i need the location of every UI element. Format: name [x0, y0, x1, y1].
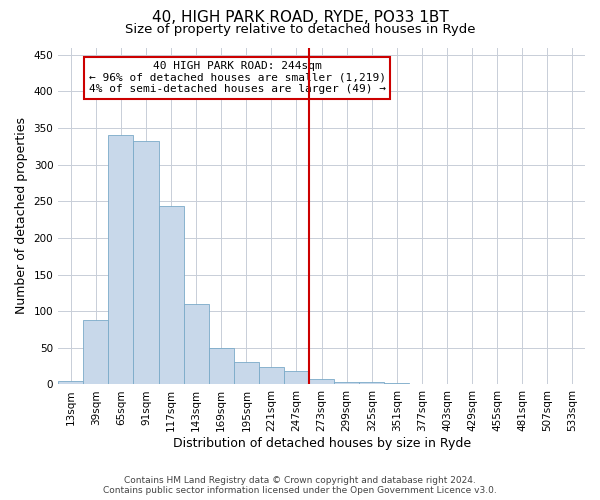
Bar	[158, 206, 184, 384]
Text: 40 HIGH PARK ROAD: 244sqm
← 96% of detached houses are smaller (1,219)
4% of sem: 40 HIGH PARK ROAD: 244sqm ← 96% of detac…	[89, 61, 386, 94]
Bar	[184, 304, 209, 384]
Bar	[234, 362, 259, 384]
Bar	[259, 367, 284, 384]
Bar	[109, 136, 133, 384]
Bar	[284, 372, 309, 384]
X-axis label: Distribution of detached houses by size in Ryde: Distribution of detached houses by size …	[173, 437, 470, 450]
Text: Contains HM Land Registry data © Crown copyright and database right 2024.
Contai: Contains HM Land Registry data © Crown c…	[103, 476, 497, 495]
Bar	[209, 348, 234, 385]
Bar	[309, 378, 334, 384]
Y-axis label: Number of detached properties: Number of detached properties	[15, 118, 28, 314]
Bar	[359, 382, 385, 384]
Bar	[334, 382, 359, 384]
Bar	[385, 383, 409, 384]
Bar	[83, 320, 109, 384]
Text: 40, HIGH PARK ROAD, RYDE, PO33 1BT: 40, HIGH PARK ROAD, RYDE, PO33 1BT	[152, 10, 448, 25]
Bar	[133, 140, 158, 384]
Text: Size of property relative to detached houses in Ryde: Size of property relative to detached ho…	[125, 22, 475, 36]
Bar	[58, 381, 83, 384]
